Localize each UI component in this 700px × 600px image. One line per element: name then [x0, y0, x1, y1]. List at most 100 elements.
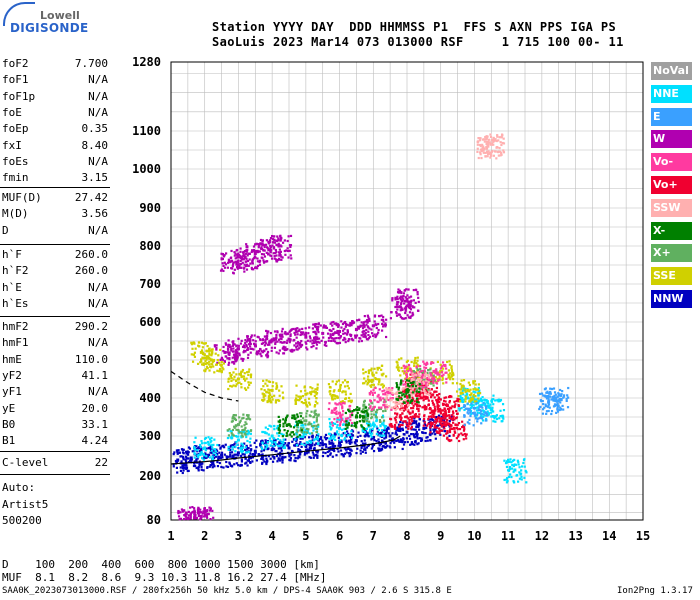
data-point [398, 440, 401, 443]
data-point [286, 239, 289, 243]
data-point [475, 402, 478, 405]
data-point [496, 399, 499, 402]
data-point [411, 396, 414, 399]
data-point [453, 400, 456, 403]
data-point [269, 399, 272, 402]
data-point [344, 427, 347, 430]
data-point [281, 256, 284, 259]
data-point [261, 244, 264, 247]
data-point [391, 299, 394, 302]
data-point [422, 388, 426, 391]
data-point [276, 424, 279, 428]
data-point [385, 318, 388, 321]
data-point [448, 401, 451, 404]
data-point [339, 439, 342, 442]
data-point [403, 289, 407, 292]
data-point [434, 372, 437, 375]
data-point [396, 426, 399, 429]
data-point [403, 383, 407, 386]
data-point [242, 351, 245, 354]
data-point [177, 515, 181, 518]
param-fof1: foF1 N/A [2, 73, 108, 88]
data-point [518, 471, 521, 474]
data-point [293, 433, 296, 436]
data-point [260, 446, 263, 449]
data-point [400, 291, 403, 295]
data-point [284, 416, 288, 420]
data-point [396, 393, 399, 396]
data-point [359, 449, 362, 452]
data-point [396, 301, 399, 304]
data-point [236, 356, 239, 359]
data-point [295, 345, 298, 349]
data-point [347, 400, 350, 403]
data-point [369, 384, 372, 387]
data-point [215, 344, 218, 347]
data-point [376, 366, 379, 370]
data-point [419, 378, 422, 381]
data-point [295, 416, 298, 419]
data-point [559, 398, 562, 401]
data-point [498, 417, 501, 420]
data-point [208, 453, 211, 457]
data-point [191, 450, 194, 453]
data-point [438, 400, 441, 404]
data-point [181, 451, 185, 454]
data-point [416, 291, 419, 294]
data-point [353, 441, 356, 444]
data-point [394, 412, 397, 415]
data-point [257, 453, 260, 456]
data-point [422, 382, 426, 385]
data-point [505, 460, 509, 463]
data-point [339, 422, 342, 425]
data-point [378, 315, 381, 318]
data-point [411, 385, 414, 388]
data-point [455, 390, 459, 393]
data-point [259, 242, 262, 245]
data-point [235, 383, 238, 386]
data-point [520, 469, 523, 472]
data-point [400, 391, 403, 394]
data-point [204, 513, 208, 516]
data-point [311, 439, 314, 442]
data-point [551, 396, 554, 399]
data-point [400, 295, 403, 298]
data-point [251, 258, 254, 261]
data-point [383, 428, 386, 431]
data-point [210, 444, 213, 447]
data-point [285, 423, 288, 426]
data-point [220, 451, 224, 454]
data-point [294, 333, 297, 336]
data-point [278, 394, 281, 397]
data-point [481, 396, 484, 399]
data-point [299, 390, 303, 393]
data-point [317, 423, 320, 426]
data-point [349, 452, 352, 455]
data-point [540, 392, 544, 395]
data-point [338, 388, 342, 392]
data-point [245, 268, 249, 271]
data-point [368, 393, 371, 396]
data-point [295, 342, 298, 345]
data-point [216, 361, 219, 364]
data-point [378, 379, 381, 382]
param-name: M(D) [2, 207, 29, 221]
data-point [439, 422, 443, 425]
data-point [198, 450, 202, 453]
data-point [441, 402, 445, 405]
data-point [401, 308, 404, 311]
data-point [481, 406, 484, 409]
data-point [441, 417, 444, 420]
data-point [506, 480, 509, 483]
data-point [469, 404, 472, 407]
data-point [461, 384, 465, 387]
data-point [366, 381, 370, 385]
param-value: 33.1 [81, 417, 109, 431]
data-point [300, 445, 303, 448]
data-point [267, 399, 270, 402]
data-point [309, 414, 312, 418]
param-value: 4.24 [81, 434, 109, 448]
data-point [477, 137, 480, 140]
data-point [241, 345, 245, 349]
data-point [391, 393, 394, 396]
